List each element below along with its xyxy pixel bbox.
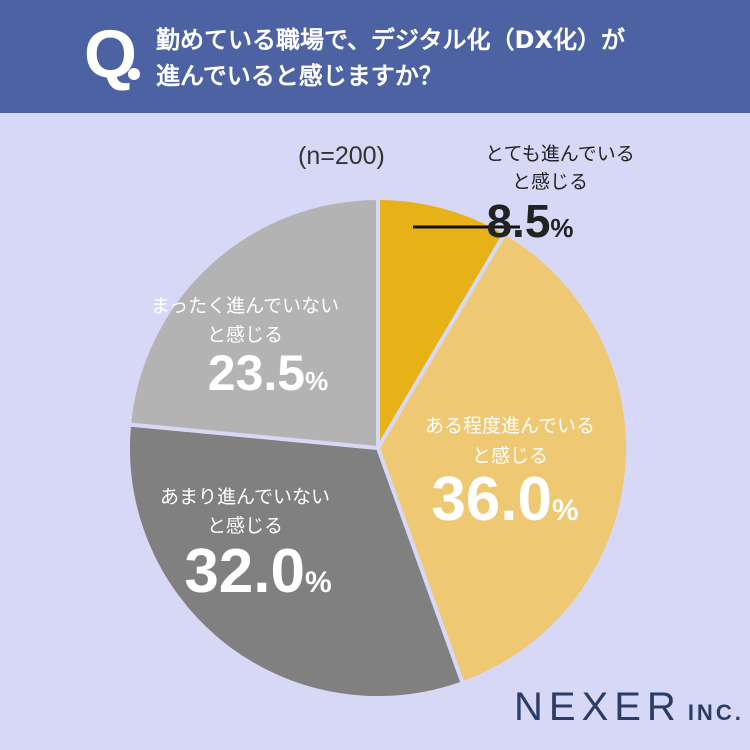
pie-slice-1 bbox=[376, 196, 508, 450]
slice-value-4: 23.5% bbox=[208, 345, 328, 401]
question-line-2: 進んでいると感じますか？ bbox=[156, 62, 443, 90]
pie-slice-4 bbox=[127, 196, 380, 450]
slice-value-unit-3: % bbox=[305, 566, 332, 599]
sample-size-label: (n=200) bbox=[298, 142, 385, 170]
slice-value-3: 32.0% bbox=[184, 537, 331, 606]
slice-value-2: 36.0% bbox=[431, 465, 578, 534]
slice-value-unit-1: % bbox=[550, 213, 573, 243]
slice-label-2-line1: ある程度進んでいる bbox=[425, 415, 595, 437]
question-text: 勤めている職場で、デジタル化（DX化）が 進んでいると感じますか？ bbox=[156, 22, 736, 94]
slice-value-number-3: 32.0 bbox=[184, 537, 305, 606]
q-dot-decoration bbox=[128, 68, 140, 80]
question-header: Q 勤めている職場で、デジタル化（DX化）が 進んでいると感じますか？ bbox=[0, 0, 750, 113]
slice-label-3-line1: あまり進んでいない bbox=[160, 486, 330, 508]
pie-slice-2 bbox=[376, 230, 630, 686]
slice-value-number-2: 36.0 bbox=[431, 465, 552, 534]
slice-value-1: 8.5% bbox=[486, 195, 573, 247]
logo-inc: INC. bbox=[687, 700, 744, 725]
question-line-1: 勤めている職場で、デジタル化（DX化）が bbox=[156, 26, 625, 54]
slice-value-number-4: 23.5 bbox=[208, 345, 305, 401]
slice-value-unit-4: % bbox=[305, 366, 328, 396]
slice-label-1-line1: とても進んでいる bbox=[485, 143, 635, 165]
slice-value-number-1: 8.5 bbox=[486, 195, 550, 247]
slice-label-3-line2: と感じる bbox=[207, 515, 283, 537]
slice-label-4-line1: まったく進んでいない bbox=[151, 295, 339, 317]
slice-label-4-line2: と感じる bbox=[207, 324, 283, 346]
nexer-logo: NEXER INC. bbox=[514, 685, 744, 730]
slice-label-2-line2: と感じる bbox=[472, 445, 548, 467]
slice-label-1-line2: と感じる bbox=[512, 171, 588, 193]
logo-main: NEXER bbox=[514, 685, 682, 729]
pie-slice-3 bbox=[126, 422, 465, 700]
slice-value-unit-2: % bbox=[552, 494, 579, 527]
